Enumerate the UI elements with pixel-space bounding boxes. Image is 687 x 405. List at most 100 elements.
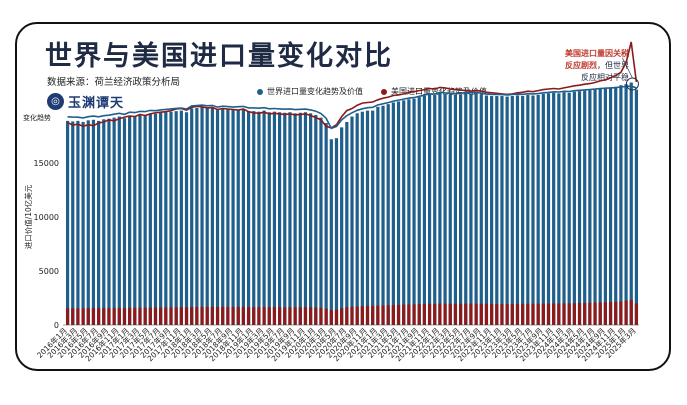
us-bar xyxy=(159,307,163,325)
world-bar xyxy=(619,85,623,325)
us-bar xyxy=(86,308,90,325)
us-bar xyxy=(515,303,520,325)
us-bar xyxy=(614,301,618,325)
world-bar xyxy=(448,94,452,325)
world-bar xyxy=(536,94,540,326)
world-bar xyxy=(241,109,246,325)
us-bar xyxy=(500,303,504,325)
world-bar xyxy=(133,116,137,326)
us-bar xyxy=(288,307,292,325)
us-bar xyxy=(334,309,339,325)
world-bar xyxy=(329,139,333,325)
world-bar xyxy=(458,94,463,325)
annotation-pointer xyxy=(622,57,633,79)
world-bar xyxy=(97,120,101,325)
world-bar xyxy=(169,111,173,325)
world-bar xyxy=(122,118,127,326)
world-bar xyxy=(407,99,411,325)
world-bar xyxy=(376,106,380,325)
us-bar xyxy=(598,302,602,325)
us-bar xyxy=(81,308,85,325)
us-bar xyxy=(174,307,178,325)
us-bar xyxy=(526,303,530,325)
world-bar xyxy=(526,94,530,326)
world-bar xyxy=(541,93,545,325)
us-bar xyxy=(396,304,401,325)
us-bar xyxy=(303,307,308,325)
chart-title: 世界与美国进口量变化对比 xyxy=(45,41,393,72)
us-bar xyxy=(557,303,561,325)
us-bar xyxy=(102,308,106,325)
world-bar xyxy=(174,111,178,325)
us-bar xyxy=(495,303,499,325)
us-bar xyxy=(107,307,111,325)
world-bar xyxy=(588,90,592,325)
world-bar xyxy=(510,96,514,325)
world-bar xyxy=(603,87,607,325)
world-bar xyxy=(624,84,628,325)
world-bar xyxy=(221,109,225,325)
y-tick-label: 10000 xyxy=(34,213,59,222)
world-bar xyxy=(81,121,85,326)
us-bar xyxy=(402,304,406,325)
us-bar xyxy=(355,306,359,325)
world-bar xyxy=(515,95,520,325)
world-bar xyxy=(634,89,639,325)
us-bar xyxy=(624,300,628,325)
legend-us-swatch xyxy=(381,88,387,95)
world-bar xyxy=(453,94,458,326)
world-bar xyxy=(422,96,426,325)
world-bar xyxy=(148,113,152,325)
us-bar xyxy=(319,307,323,325)
world-bar xyxy=(340,127,344,325)
us-bar xyxy=(205,306,209,325)
world-bar xyxy=(143,114,147,325)
chart-card: 世界与美国进口量变化对比 数据来源：荷兰经济政策分析局 ◎ 玉渊谭天 世界进口量… xyxy=(15,22,671,371)
world-bar xyxy=(567,92,571,325)
logo-icon: ◎ xyxy=(47,93,64,110)
us-trend-line xyxy=(67,41,638,129)
us-bar xyxy=(112,307,116,325)
us-bar xyxy=(464,303,468,325)
world-bar xyxy=(391,102,395,326)
world-bar xyxy=(184,112,189,326)
us-bar xyxy=(531,303,535,325)
world-bar xyxy=(117,116,121,325)
world-bar xyxy=(65,120,70,325)
world-bar xyxy=(608,87,613,326)
legend-world: 世界进口量变化趋势及价值 xyxy=(257,86,363,97)
us-bar xyxy=(221,306,225,325)
us-bar xyxy=(169,307,173,325)
us-bar xyxy=(562,303,566,325)
world-bar xyxy=(531,95,535,325)
world-bar xyxy=(128,115,132,325)
us-bar xyxy=(453,303,458,325)
us-bar xyxy=(345,307,349,325)
us-bar xyxy=(97,308,101,325)
world-bar xyxy=(334,138,339,325)
world-bar xyxy=(231,110,235,325)
us-bar xyxy=(215,307,220,325)
us-bar xyxy=(184,307,189,325)
chart-svg: 050001000015000进口价值/10亿美元变化趋势2016年1月2016… xyxy=(23,41,639,363)
us-bar xyxy=(376,305,380,325)
legend-world-label: 世界进口量变化趋势及价值 xyxy=(267,87,363,96)
us-bar xyxy=(122,307,127,325)
us-bar xyxy=(262,307,266,325)
us-bar xyxy=(577,303,582,325)
world-bar xyxy=(402,100,406,325)
world-bar xyxy=(278,112,282,326)
us-bar xyxy=(252,307,256,325)
us-bar xyxy=(371,305,375,325)
world-bar xyxy=(629,82,633,325)
world-bar xyxy=(593,89,597,325)
world-bar xyxy=(438,92,442,325)
world-bar xyxy=(262,110,266,326)
us-bar xyxy=(231,307,235,325)
us-bar xyxy=(133,307,137,325)
us-bar xyxy=(588,302,592,325)
annotation-line-2-highlight: 反应剧烈 xyxy=(565,61,597,70)
world-bar xyxy=(396,101,401,325)
us-bar xyxy=(567,303,571,325)
us-bar xyxy=(469,303,473,325)
